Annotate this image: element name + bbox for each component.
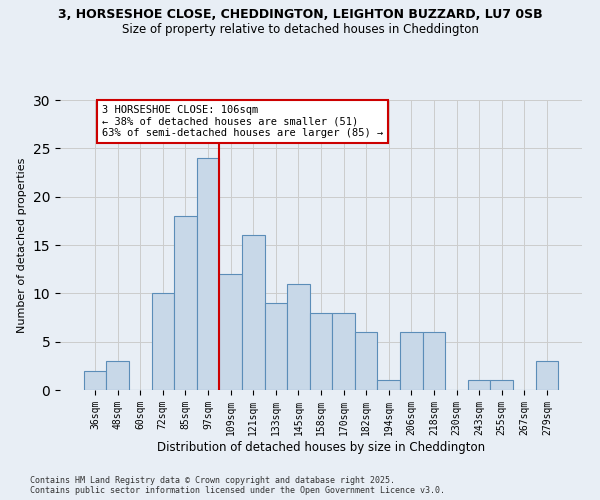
Text: Size of property relative to detached houses in Cheddington: Size of property relative to detached ho… xyxy=(122,22,478,36)
X-axis label: Distribution of detached houses by size in Cheddington: Distribution of detached houses by size … xyxy=(157,440,485,454)
Bar xyxy=(377,380,400,390)
Bar xyxy=(332,312,355,390)
Bar xyxy=(242,236,265,390)
Text: 3 HORSESHOE CLOSE: 106sqm
← 38% of detached houses are smaller (51)
63% of semi-: 3 HORSESHOE CLOSE: 106sqm ← 38% of detac… xyxy=(102,105,383,138)
Bar xyxy=(265,303,287,390)
Bar xyxy=(106,361,129,390)
Y-axis label: Number of detached properties: Number of detached properties xyxy=(17,158,27,332)
Bar xyxy=(220,274,242,390)
Bar xyxy=(490,380,513,390)
Bar xyxy=(152,294,174,390)
Bar xyxy=(84,370,106,390)
Bar xyxy=(310,312,332,390)
Bar xyxy=(355,332,377,390)
Text: 3, HORSESHOE CLOSE, CHEDDINGTON, LEIGHTON BUZZARD, LU7 0SB: 3, HORSESHOE CLOSE, CHEDDINGTON, LEIGHTO… xyxy=(58,8,542,20)
Bar xyxy=(287,284,310,390)
Bar xyxy=(422,332,445,390)
Text: Contains HM Land Registry data © Crown copyright and database right 2025.
Contai: Contains HM Land Registry data © Crown c… xyxy=(30,476,445,495)
Bar xyxy=(536,361,558,390)
Bar xyxy=(174,216,197,390)
Bar xyxy=(400,332,422,390)
Bar xyxy=(468,380,490,390)
Bar xyxy=(197,158,220,390)
